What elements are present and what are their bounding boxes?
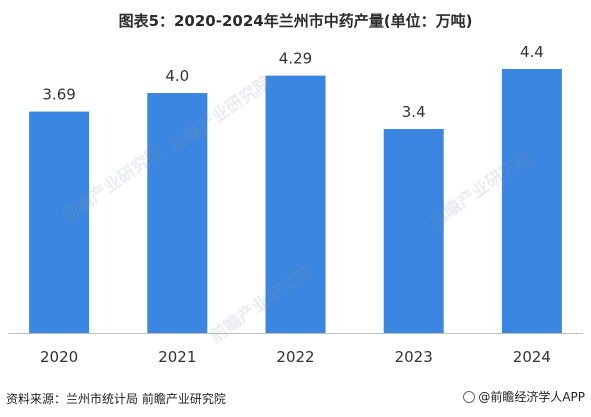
brand-logo-icon (463, 390, 476, 403)
bar-2022 (265, 75, 326, 333)
x-tick-label-2020: 2020 (40, 348, 78, 366)
x-tick-label-2023: 2023 (395, 348, 433, 366)
bar-2020 (29, 111, 90, 333)
source-note: 资料来源：兰州市统计局 前瞻产业研究院 (6, 392, 226, 406)
value-label-2021: 4.0 (165, 67, 189, 85)
x-tick-label-2024: 2024 (513, 348, 551, 366)
value-label-2022: 4.29 (279, 50, 312, 68)
bar-2021 (147, 93, 208, 333)
x-tick-label-2021: 2021 (158, 348, 196, 366)
bar-2023 (383, 129, 444, 333)
bar-2024 (501, 69, 562, 333)
brand-text: @前瞻经济学人APP (478, 390, 585, 404)
value-label-2020: 3.69 (42, 86, 75, 104)
brand-credit: @前瞻经济学人APP (463, 388, 585, 405)
x-tick-label-2022: 2022 (276, 348, 314, 366)
value-label-2024: 4.4 (520, 43, 544, 61)
chart-title: 图表5：2020-2024年兰州市中药产量(单位：万吨) (118, 12, 473, 30)
value-label-2023: 3.4 (402, 103, 426, 121)
